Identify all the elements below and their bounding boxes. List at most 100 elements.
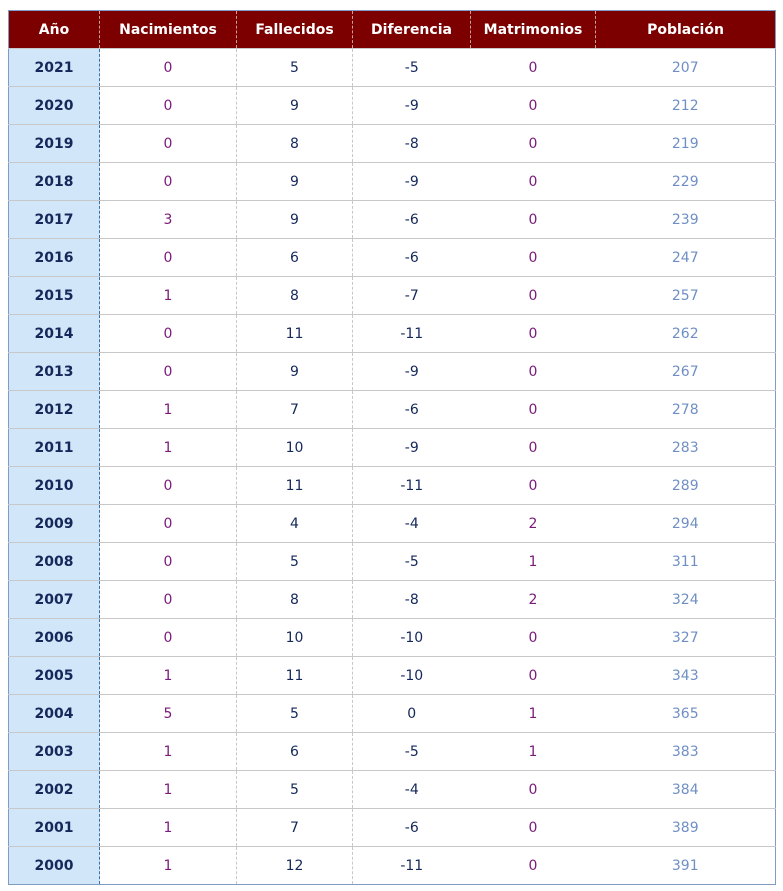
- data-cell: 1: [99, 732, 237, 771]
- data-cell: 1: [99, 770, 237, 809]
- data-cell: 0: [470, 200, 596, 239]
- year-cell: 2018: [8, 162, 100, 201]
- data-cell: 365: [595, 694, 776, 733]
- data-cell: -4: [352, 770, 471, 809]
- year-cell: 2015: [8, 276, 100, 315]
- data-cell: 9: [236, 86, 353, 125]
- data-cell: 11: [236, 466, 353, 505]
- data-cell: 2: [470, 580, 596, 619]
- data-cell: 3: [99, 200, 237, 239]
- data-cell: -9: [352, 162, 471, 201]
- year-cell: 2012: [8, 390, 100, 429]
- data-cell: 0: [99, 542, 237, 581]
- year-cell: 2000: [8, 846, 100, 885]
- year-cell: 2007: [8, 580, 100, 619]
- data-cell: 7: [236, 390, 353, 429]
- data-cell: 0: [99, 504, 237, 543]
- data-cell: 0: [470, 846, 596, 885]
- data-cell: 0: [470, 428, 596, 467]
- year-cell: 2008: [8, 542, 100, 581]
- data-cell: 0: [99, 352, 237, 391]
- data-cell: 4: [236, 504, 353, 543]
- header-cell: Año: [8, 10, 100, 49]
- data-cell: 1: [99, 656, 237, 695]
- data-cell: 1: [99, 846, 237, 885]
- header-cell: Nacimientos: [99, 10, 237, 49]
- year-cell: 2001: [8, 808, 100, 847]
- table-row: 2006 0 10 -10 0 327: [8, 618, 776, 657]
- year-cell: 2006: [8, 618, 100, 657]
- data-cell: 0: [99, 314, 237, 353]
- data-cell: 0: [470, 656, 596, 695]
- data-cell: -8: [352, 124, 471, 163]
- data-cell: 343: [595, 656, 776, 695]
- table-row: 2003 1 6 -5 1 383: [8, 732, 776, 771]
- data-cell: -5: [352, 48, 471, 87]
- data-cell: 0: [470, 162, 596, 201]
- year-cell: 2014: [8, 314, 100, 353]
- data-cell: 294: [595, 504, 776, 543]
- data-cell: -6: [352, 238, 471, 277]
- data-cell: 5: [236, 770, 353, 809]
- data-cell: 0: [470, 124, 596, 163]
- data-cell: 384: [595, 770, 776, 809]
- data-cell: 10: [236, 618, 353, 657]
- data-cell: 5: [99, 694, 237, 733]
- data-cell: 5: [236, 694, 353, 733]
- data-cell: 0: [99, 86, 237, 125]
- table-row: 2004 5 5 0 1 365: [8, 694, 776, 733]
- data-cell: -5: [352, 542, 471, 581]
- year-cell: 2002: [8, 770, 100, 809]
- demographics-table: Año Nacimientos Fallecidos Diferencia Matrim…: [8, 10, 776, 885]
- data-cell: 11: [236, 656, 353, 695]
- data-cell: -4: [352, 504, 471, 543]
- header-cell: Fallecidos: [236, 10, 353, 49]
- data-cell: 1: [470, 694, 596, 733]
- data-cell: 0: [99, 618, 237, 657]
- data-cell: 9: [236, 200, 353, 239]
- data-cell: 6: [236, 732, 353, 771]
- data-cell: 8: [236, 276, 353, 315]
- data-cell: 212: [595, 86, 776, 125]
- data-cell: 278: [595, 390, 776, 429]
- data-cell: 327: [595, 618, 776, 657]
- data-cell: 0: [352, 694, 471, 733]
- table-body: 2021 0 5 -5 0 207 2020 0 9 -9 0 212 2019 0 8 -8 0 219 2018…: [8, 48, 776, 885]
- table-row: 2001 1 7 -6 0 389: [8, 808, 776, 847]
- data-cell: 324: [595, 580, 776, 619]
- data-cell: -11: [352, 466, 471, 505]
- data-cell: 311: [595, 542, 776, 581]
- year-cell: 2005: [8, 656, 100, 695]
- data-cell: -6: [352, 390, 471, 429]
- data-cell: 0: [470, 314, 596, 353]
- data-cell: 0: [99, 238, 237, 277]
- data-cell: 262: [595, 314, 776, 353]
- data-cell: 0: [470, 618, 596, 657]
- year-cell: 2017: [8, 200, 100, 239]
- data-cell: -11: [352, 846, 471, 885]
- header-cell: Población: [595, 10, 776, 49]
- table-row: 2015 1 8 -7 0 257: [8, 276, 776, 315]
- data-cell: 0: [470, 276, 596, 315]
- data-cell: -9: [352, 352, 471, 391]
- data-cell: 2: [470, 504, 596, 543]
- data-cell: 389: [595, 808, 776, 847]
- data-cell: 0: [470, 466, 596, 505]
- table-row: 2008 0 5 -5 1 311: [8, 542, 776, 581]
- table-row: 2011 1 10 -9 0 283: [8, 428, 776, 467]
- data-cell: 391: [595, 846, 776, 885]
- data-cell: 0: [470, 48, 596, 87]
- data-cell: -7: [352, 276, 471, 315]
- table-row: 2013 0 9 -9 0 267: [8, 352, 776, 391]
- data-cell: 9: [236, 352, 353, 391]
- data-cell: 267: [595, 352, 776, 391]
- data-cell: 11: [236, 314, 353, 353]
- data-cell: -8: [352, 580, 471, 619]
- data-cell: 12: [236, 846, 353, 885]
- table-row: 2007 0 8 -8 2 324: [8, 580, 776, 619]
- table-row: 2010 0 11 -11 0 289: [8, 466, 776, 505]
- table-row: 2002 1 5 -4 0 384: [8, 770, 776, 809]
- year-cell: 2010: [8, 466, 100, 505]
- data-cell: 0: [99, 48, 237, 87]
